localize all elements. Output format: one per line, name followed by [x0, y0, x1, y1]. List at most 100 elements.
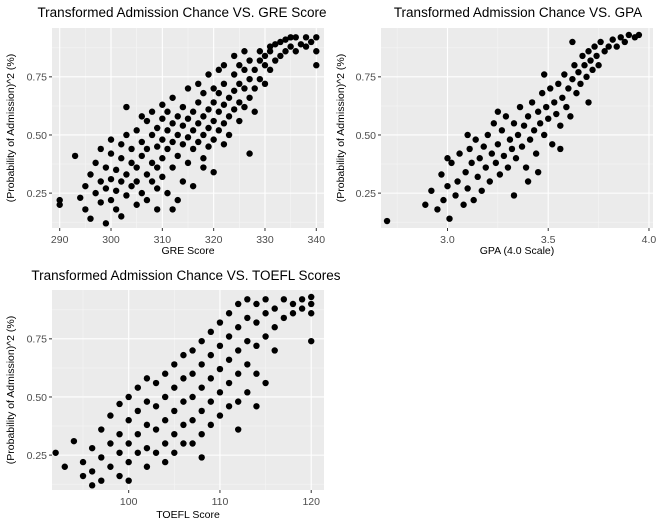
data-point [107, 196, 115, 204]
data-point [464, 185, 471, 192]
data-point [235, 324, 242, 331]
data-point [215, 108, 222, 115]
data-point [207, 328, 215, 336]
data-point [225, 356, 233, 363]
data-point [112, 166, 120, 174]
data-point [282, 48, 289, 55]
data-point [184, 85, 192, 92]
data-point [246, 94, 253, 101]
data-point [609, 36, 616, 43]
data-point [470, 196, 477, 204]
data-point [236, 62, 243, 69]
data-point [557, 122, 564, 129]
data-point [292, 48, 299, 55]
data-point [482, 164, 489, 171]
data-point [220, 120, 228, 127]
data-point [88, 468, 96, 475]
y-axis-label: (Probability of Admission)^2 (%) [335, 54, 347, 202]
data-point [256, 75, 264, 83]
x-tick-label: 100 [120, 496, 138, 508]
data-point [207, 421, 215, 429]
data-point [549, 141, 556, 148]
data-point [476, 155, 483, 162]
data-point [164, 108, 171, 115]
data-point [597, 38, 604, 46]
data-point [82, 206, 89, 213]
chart-title: Transformed Admission Chance VS. TOEFL S… [31, 268, 340, 283]
data-point [313, 48, 320, 55]
data-point [210, 99, 217, 106]
data-point [159, 136, 166, 143]
data-point [52, 449, 59, 456]
data-point [510, 120, 518, 127]
data-point [266, 43, 274, 50]
data-point [56, 196, 63, 204]
data-point [116, 430, 123, 438]
data-point [216, 412, 224, 419]
data-point [581, 62, 588, 69]
data-point [210, 168, 217, 176]
data-point [313, 62, 320, 69]
data-points [52, 293, 315, 489]
data-point [569, 38, 576, 46]
y-tick-label: 0.75 [27, 72, 48, 84]
data-point [593, 52, 600, 60]
data-point [92, 159, 99, 167]
data-point [271, 324, 278, 331]
data-point [587, 57, 594, 64]
data-point [225, 333, 233, 340]
data-point [486, 178, 493, 185]
data-point [538, 89, 546, 97]
data-point [308, 300, 315, 308]
data-point [125, 393, 132, 401]
data-point [161, 417, 169, 424]
data-point [543, 103, 550, 111]
data-point [134, 449, 141, 456]
data-point [128, 145, 135, 153]
data-point [138, 113, 146, 120]
data-point [225, 403, 233, 410]
data-point [440, 196, 447, 204]
data-point [235, 300, 242, 308]
chart-title: Transformed Admission Chance VS. GPA [394, 5, 642, 20]
data-point [198, 430, 205, 438]
data-point [262, 333, 269, 340]
data-point [241, 103, 248, 111]
data-point [504, 164, 512, 171]
data-point [118, 213, 125, 220]
data-point [528, 99, 536, 106]
data-point [98, 426, 105, 433]
data-point [200, 113, 207, 120]
data-point [460, 201, 467, 208]
data-point [112, 206, 120, 213]
data-point [97, 178, 104, 185]
data-point [180, 375, 187, 382]
data-point [253, 319, 260, 326]
data-point [494, 108, 502, 115]
data-point [244, 389, 251, 396]
data-point [189, 417, 196, 424]
data-point [577, 80, 584, 88]
data-point [452, 192, 459, 199]
data-point [171, 449, 178, 456]
data-point [198, 384, 205, 391]
data-point [225, 113, 233, 120]
data-point [520, 122, 528, 129]
data-point [195, 80, 202, 88]
data-point [138, 189, 146, 197]
data-point [180, 398, 187, 405]
data-point [308, 293, 315, 301]
x-tick-label: 330 [256, 234, 274, 246]
data-point [180, 440, 187, 447]
data-point [555, 80, 562, 88]
data-point [478, 187, 485, 194]
data-point [169, 120, 176, 127]
y-axis-label: (Probability of Admission)^2 (%) [5, 316, 17, 464]
data-point [87, 215, 94, 222]
data-point [422, 201, 429, 208]
data-point [200, 155, 207, 162]
data-point [530, 127, 538, 134]
data-point [591, 43, 598, 50]
data-point [189, 145, 197, 153]
